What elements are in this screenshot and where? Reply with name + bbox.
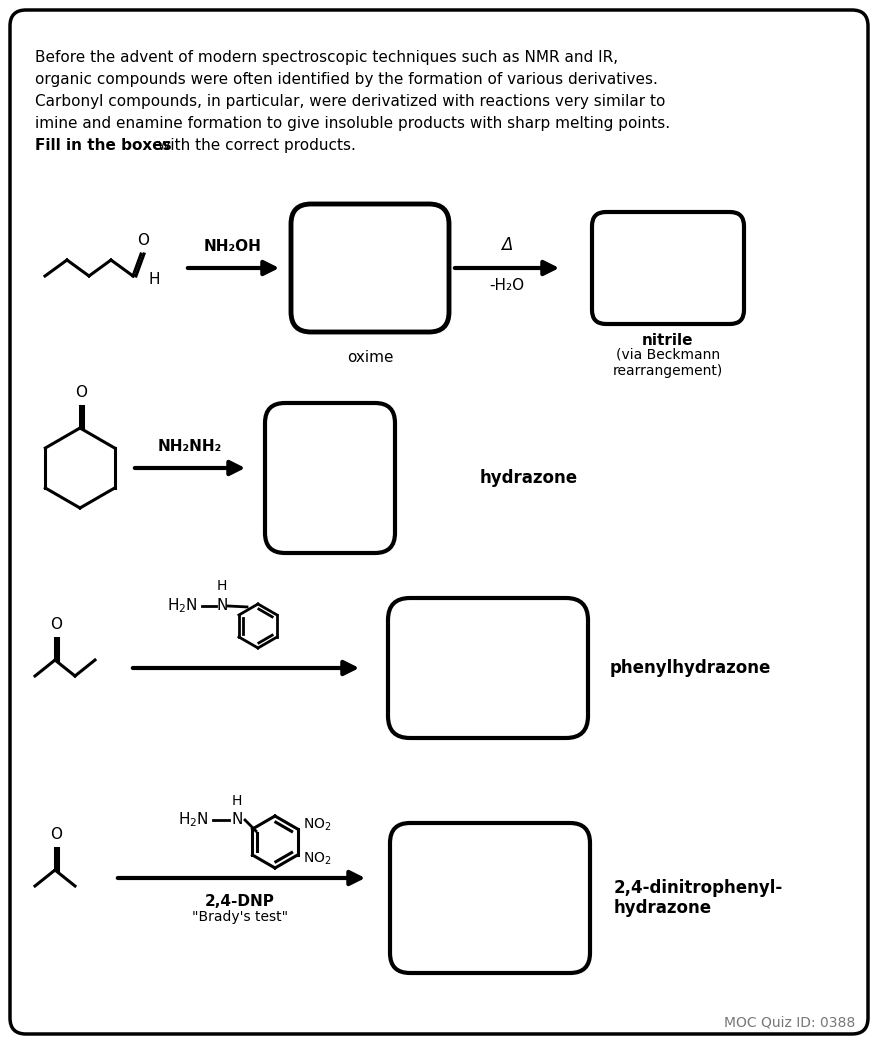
Text: O: O bbox=[50, 617, 62, 632]
Text: O: O bbox=[137, 233, 149, 248]
Text: hydrazone: hydrazone bbox=[480, 469, 577, 487]
Text: N: N bbox=[216, 598, 227, 614]
Text: nitrile: nitrile bbox=[641, 333, 693, 348]
Text: NH₂NH₂: NH₂NH₂ bbox=[158, 438, 222, 454]
Text: O: O bbox=[75, 385, 87, 400]
Text: H: H bbox=[232, 794, 242, 808]
Text: H$_2$N: H$_2$N bbox=[167, 597, 197, 615]
Text: NH₂OH: NH₂OH bbox=[203, 239, 261, 254]
Text: Before the advent of modern spectroscopic techniques such as NMR and IR,: Before the advent of modern spectroscopi… bbox=[35, 50, 617, 65]
Text: with the correct products.: with the correct products. bbox=[153, 138, 355, 153]
FancyBboxPatch shape bbox=[265, 403, 395, 553]
Text: 2,4-dinitrophenyl-
hydrazone: 2,4-dinitrophenyl- hydrazone bbox=[613, 879, 782, 918]
FancyBboxPatch shape bbox=[389, 823, 589, 973]
Text: H: H bbox=[217, 579, 227, 593]
Text: H$_2$N: H$_2$N bbox=[177, 810, 208, 829]
Text: NO$_2$: NO$_2$ bbox=[303, 851, 331, 868]
Text: H: H bbox=[149, 272, 160, 287]
FancyBboxPatch shape bbox=[290, 204, 448, 332]
Text: "Brady's test": "Brady's test" bbox=[192, 910, 288, 924]
FancyBboxPatch shape bbox=[591, 212, 743, 324]
Text: imine and enamine formation to give insoluble products with sharp melting points: imine and enamine formation to give inso… bbox=[35, 116, 669, 130]
Text: N: N bbox=[231, 812, 242, 828]
Text: oxime: oxime bbox=[346, 350, 393, 365]
Text: -H₂O: -H₂O bbox=[488, 278, 524, 293]
Text: NO$_2$: NO$_2$ bbox=[303, 816, 331, 833]
FancyBboxPatch shape bbox=[10, 10, 867, 1034]
Text: Δ: Δ bbox=[501, 236, 512, 254]
Text: O: O bbox=[50, 827, 62, 843]
FancyBboxPatch shape bbox=[388, 598, 588, 738]
Text: Fill in the boxes: Fill in the boxes bbox=[35, 138, 171, 153]
Text: (via Beckmann
rearrangement): (via Beckmann rearrangement) bbox=[612, 348, 723, 378]
Text: MOC Quiz ID: 0388: MOC Quiz ID: 0388 bbox=[723, 1016, 854, 1030]
Text: phenylhydrazone: phenylhydrazone bbox=[610, 659, 771, 677]
Text: organic compounds were often identified by the formation of various derivatives.: organic compounds were often identified … bbox=[35, 72, 657, 87]
Text: 2,4-DNP: 2,4-DNP bbox=[205, 894, 275, 909]
Text: Carbonyl compounds, in particular, were derivatized with reactions very similar : Carbonyl compounds, in particular, were … bbox=[35, 94, 665, 109]
